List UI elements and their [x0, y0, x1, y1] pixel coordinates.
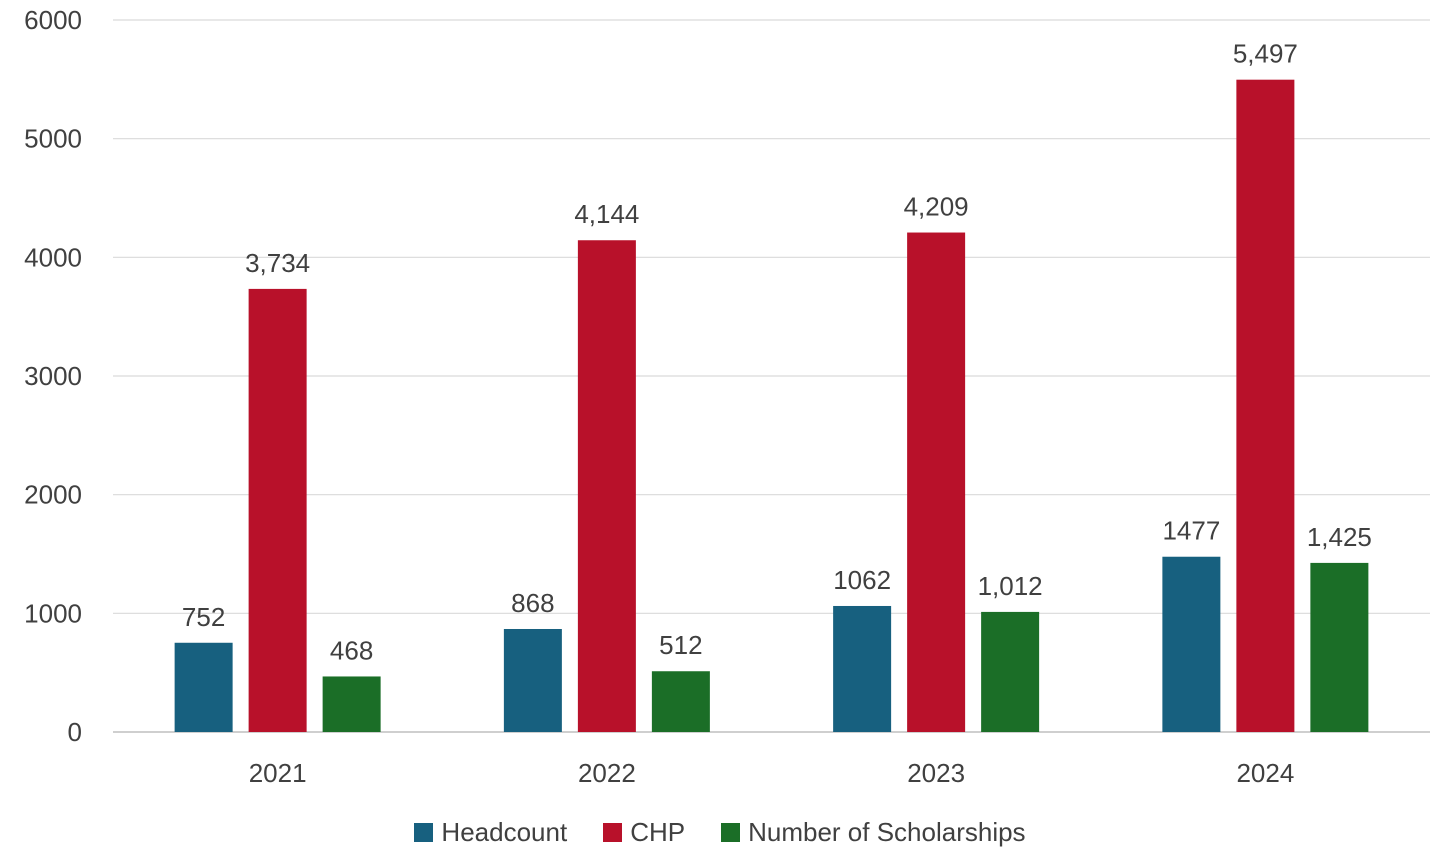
y-axis-ticks: 0 1000 2000 3000 4000 5000 6000: [24, 5, 82, 747]
data-label: 4,144: [574, 199, 639, 229]
bar: [1236, 79, 1295, 732]
legend-item-scholarships: Number of Scholarships: [721, 816, 1026, 848]
legend-label-scholarships: Number of Scholarships: [748, 816, 1026, 847]
y-tick-label: 4000: [24, 242, 82, 272]
x-axis-ticks: 2021 2022 2023 2024: [249, 758, 1295, 788]
bar: [907, 232, 966, 733]
data-label: 868: [511, 588, 554, 618]
bar: [174, 642, 233, 732]
data-label: 1062: [833, 565, 891, 595]
x-tick-label: 2023: [907, 758, 965, 788]
data-label: 752: [182, 602, 225, 632]
bar: [1310, 562, 1369, 732]
legend: Headcount CHP Number of Scholarships: [0, 812, 1440, 852]
bar: [981, 611, 1040, 732]
data-labels: 752 3,734 468 868 4,144 512 1062 4,209 1,012 1477…: [182, 39, 1372, 666]
y-tick-label: 5000: [24, 124, 82, 154]
data-label: 3,734: [245, 248, 310, 278]
y-tick-label: 1000: [24, 598, 82, 628]
y-tick-label: 6000: [24, 5, 82, 35]
bars: [174, 79, 1369, 733]
data-label: 1,425: [1307, 522, 1372, 552]
x-tick-label: 2021: [249, 758, 307, 788]
data-label: 468: [330, 635, 373, 665]
x-tick-label: 2022: [578, 758, 636, 788]
y-tick-label: 3000: [24, 361, 82, 391]
bar: [577, 240, 636, 732]
legend-swatch-headcount: [414, 822, 434, 842]
legend-item-headcount: Headcount: [414, 817, 567, 848]
bar: [248, 288, 307, 732]
data-label: 4,209: [904, 192, 969, 222]
y-tick-label: 0: [68, 717, 82, 747]
bar: [833, 605, 892, 732]
legend-swatch-scholarships: [721, 822, 741, 842]
gridlines: [113, 19, 1430, 733]
bar: [1162, 556, 1221, 732]
bar: [322, 676, 381, 732]
data-label: 1,012: [978, 571, 1043, 601]
y-tick-label: 2000: [24, 480, 82, 510]
legend-label-headcount: Headcount: [441, 816, 568, 847]
x-tick-label: 2024: [1236, 758, 1294, 788]
data-label: 512: [659, 630, 702, 660]
data-label: 5,497: [1233, 39, 1298, 69]
bar: [651, 671, 710, 732]
legend-swatch-chp: [603, 822, 623, 842]
data-label: 1477: [1162, 516, 1220, 546]
bar: [503, 628, 562, 732]
legend-label-chp: CHP: [630, 816, 686, 847]
legend-item-chp: CHP: [603, 817, 685, 848]
